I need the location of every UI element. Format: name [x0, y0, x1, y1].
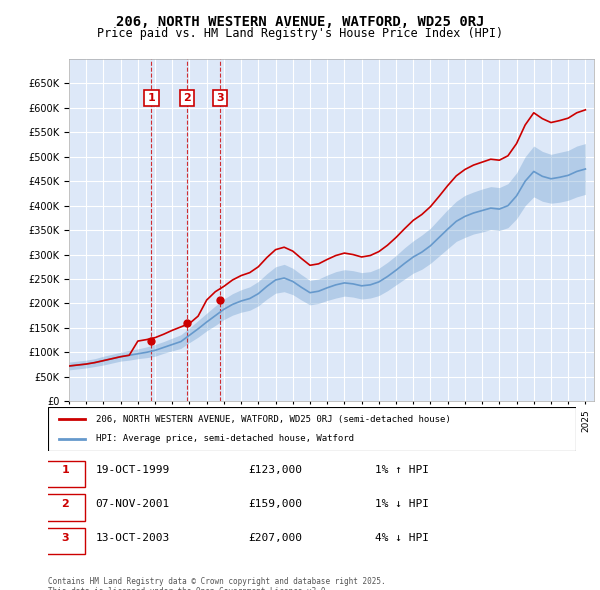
Text: 206, NORTH WESTERN AVENUE, WATFORD, WD25 0RJ: 206, NORTH WESTERN AVENUE, WATFORD, WD25…: [116, 15, 484, 29]
Text: 2: 2: [183, 93, 191, 103]
Text: 4% ↓ HPI: 4% ↓ HPI: [376, 533, 430, 543]
Text: 1: 1: [148, 93, 155, 103]
Text: Contains HM Land Registry data © Crown copyright and database right 2025.
This d: Contains HM Land Registry data © Crown c…: [48, 577, 386, 590]
FancyBboxPatch shape: [46, 528, 85, 555]
Text: £159,000: £159,000: [248, 499, 302, 509]
Text: 2: 2: [62, 499, 69, 509]
FancyBboxPatch shape: [48, 407, 576, 451]
Text: £123,000: £123,000: [248, 466, 302, 476]
Text: 3: 3: [217, 93, 224, 103]
Text: £207,000: £207,000: [248, 533, 302, 543]
Text: 1: 1: [62, 466, 69, 476]
Text: 3: 3: [62, 533, 69, 543]
FancyBboxPatch shape: [46, 461, 85, 487]
Text: Price paid vs. HM Land Registry's House Price Index (HPI): Price paid vs. HM Land Registry's House …: [97, 27, 503, 40]
Text: 1% ↑ HPI: 1% ↑ HPI: [376, 466, 430, 476]
Text: HPI: Average price, semi-detached house, Watford: HPI: Average price, semi-detached house,…: [95, 434, 353, 444]
Text: 13-OCT-2003: 13-OCT-2003: [95, 533, 170, 543]
FancyBboxPatch shape: [46, 494, 85, 520]
Text: 07-NOV-2001: 07-NOV-2001: [95, 499, 170, 509]
Text: 206, NORTH WESTERN AVENUE, WATFORD, WD25 0RJ (semi-detached house): 206, NORTH WESTERN AVENUE, WATFORD, WD25…: [95, 415, 450, 424]
Text: 1% ↓ HPI: 1% ↓ HPI: [376, 499, 430, 509]
Text: 19-OCT-1999: 19-OCT-1999: [95, 466, 170, 476]
